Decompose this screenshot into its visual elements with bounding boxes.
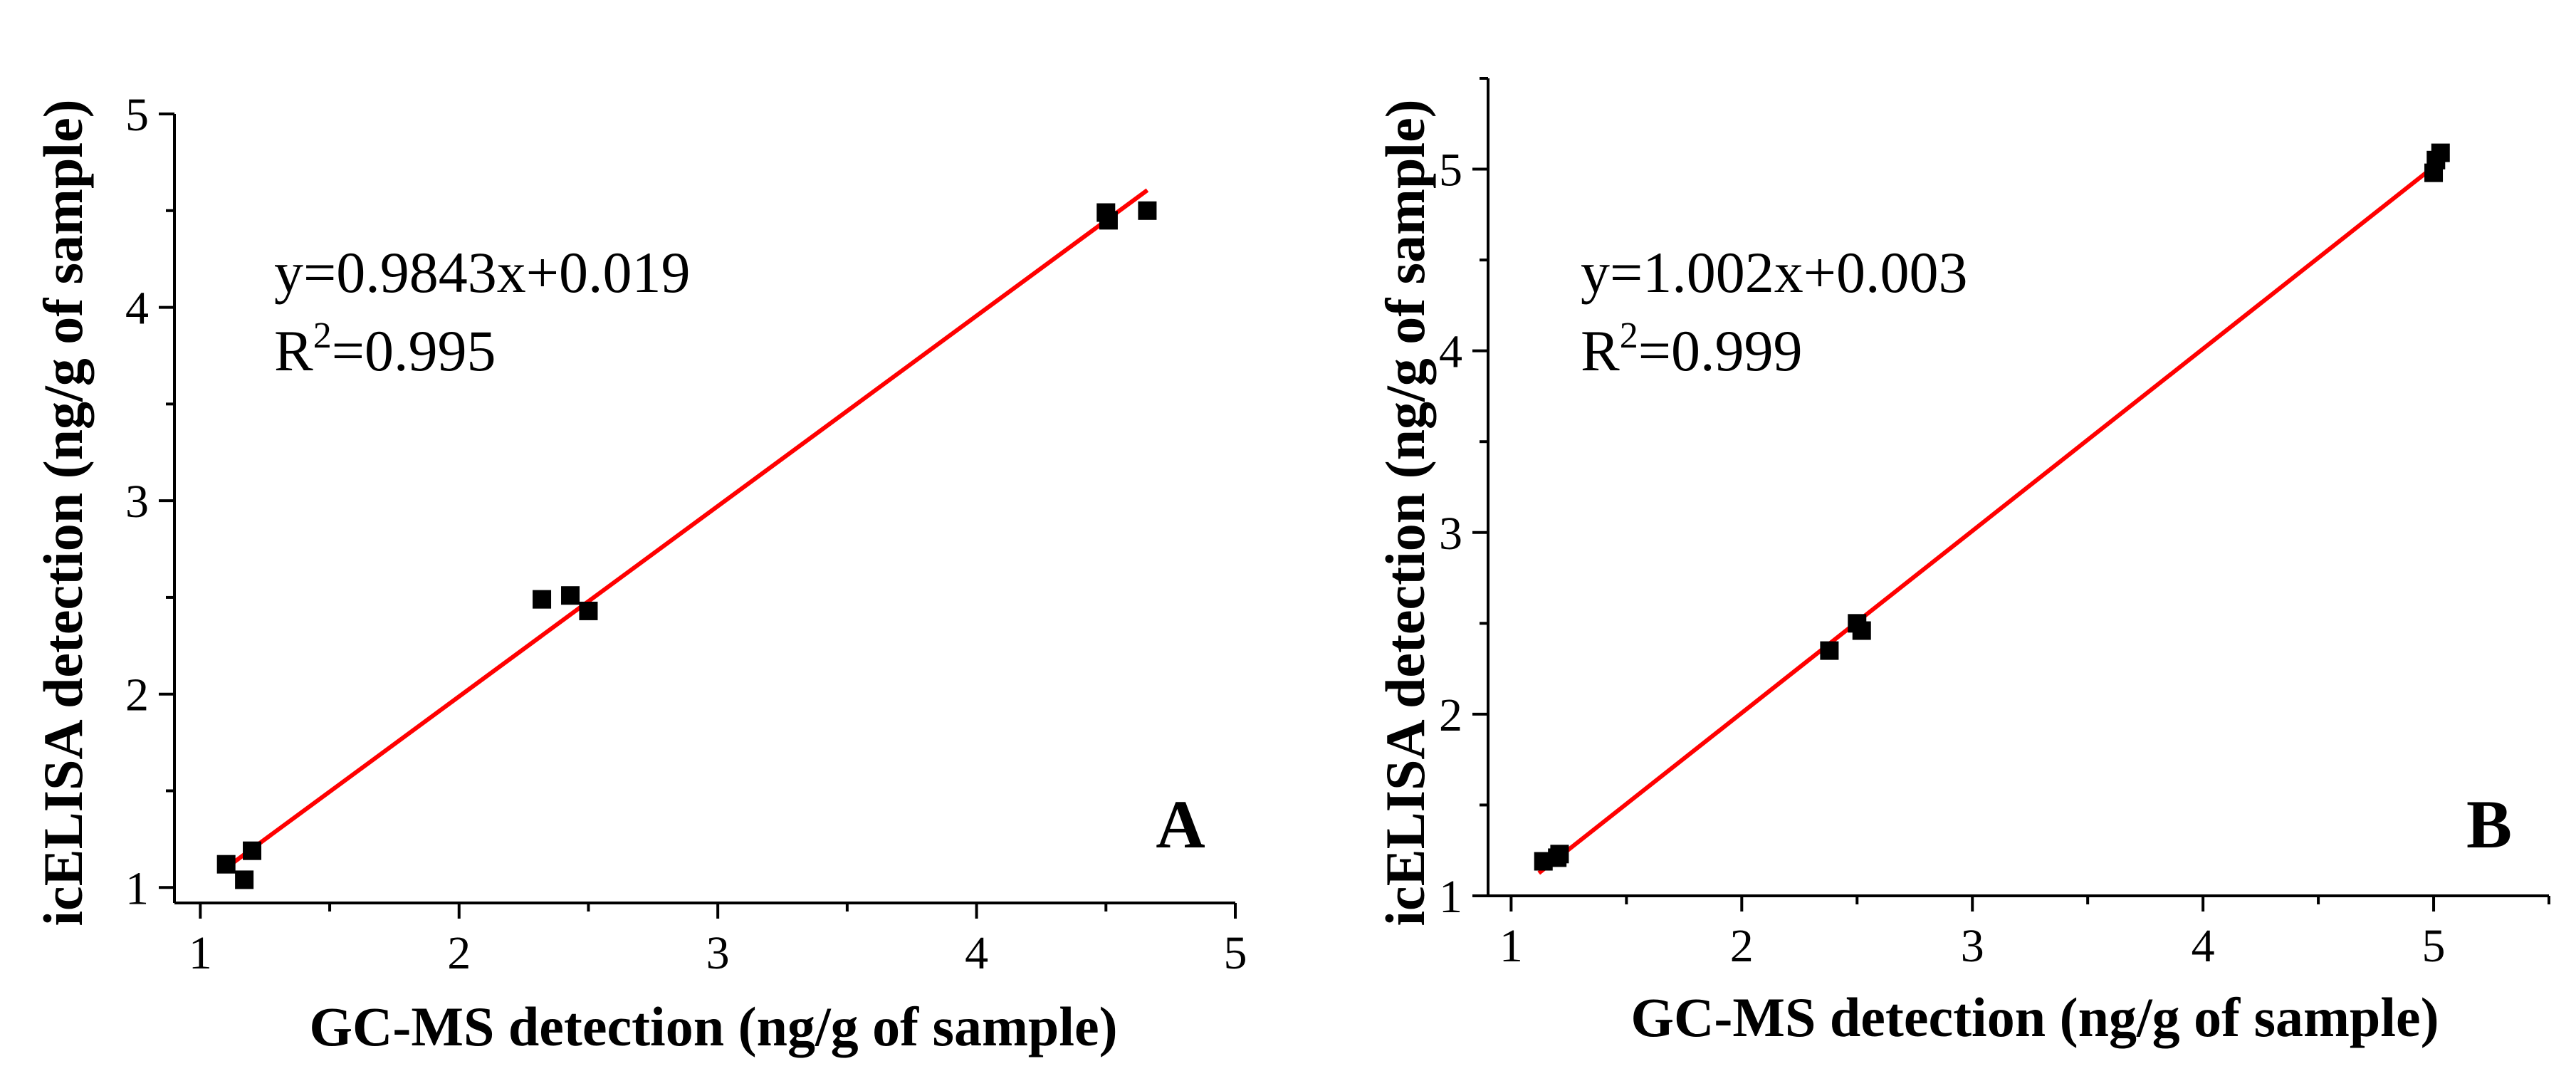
x-tick-label-b: 2 [1730,920,1754,972]
x-tick-label-b: 3 [1961,920,1984,972]
y-tick-label-a: 3 [125,476,149,528]
y-tick-label-a: 5 [125,89,149,141]
y-axis-title-b: icELISA detection (ng/g of sample) [1374,99,1436,926]
panel-label-b: B [2466,786,2512,862]
y-tick-label-b: 2 [1439,689,1462,741]
y-tick-label-b: 1 [1439,871,1462,923]
data-point-a [579,601,598,620]
fit-line-b [1537,161,2440,875]
data-point-a [1138,201,1157,220]
fit-equation-b: y=1.002x+0.003 [1581,240,1968,305]
x-tick-label-a: 2 [447,927,471,979]
y-tick-label-a: 1 [125,862,149,914]
r2-value-b: =0.999 [1638,318,1803,383]
y-axis-title-a: icELISA detection (ng/g of sample) [32,99,94,926]
r2-prefix-a: R [274,318,313,383]
equation-b: y=1.002x+0.003 R2=0.999 [1581,240,1968,383]
x-tick-label-b: 4 [2192,920,2215,972]
r2-value-a: =0.995 [332,318,496,383]
y-tick-label-b: 3 [1439,508,1462,560]
r-squared-a: R2=0.995 [274,315,496,383]
y-tick-label-b: 5 [1439,145,1462,197]
data-point-b [1852,621,1871,640]
data-point-a [235,870,254,889]
data-point-b [1550,845,1569,864]
equation-a: y=0.9843x+0.019 R2=0.995 [274,240,691,383]
r-squared-b: R2=0.999 [1581,315,1802,383]
y-tick-label-a: 2 [125,669,149,721]
data-point-a [1099,211,1118,230]
r2-prefix-b: R [1581,318,1620,383]
panel-b: icELISA detection (ng/g of sample) GC-MS… [1374,77,2550,1048]
panel-a: icELISA detection (ng/g of sample) GC-MS… [32,89,1247,1057]
data-point-a [243,841,262,860]
x-tick-label-b: 1 [1499,920,1523,972]
data-point-b [2431,143,2450,162]
data-point-b [1820,641,1839,660]
x-tick-label-a: 1 [189,927,212,979]
fit-equation-a: y=0.9843x+0.019 [274,240,691,305]
x-axis-title-a: GC-MS detection (ng/g of sample) [309,996,1117,1057]
data-point-a [561,586,580,605]
x-tick-label-b: 5 [2422,920,2446,972]
x-tick-label-a: 3 [706,927,730,979]
x-axis-title-b: GC-MS detection (ng/g of sample) [1630,986,2439,1048]
r2-superscript-b: 2 [1620,315,1638,356]
fit-line-a [224,188,1149,870]
data-point-a [216,855,236,874]
x-tick-label-a: 5 [1224,927,1247,979]
panel-label-a: A [1156,786,1205,862]
x-tick-label-a: 4 [965,927,988,979]
data-point-a [533,590,552,609]
y-tick-label-b: 4 [1439,326,1462,378]
y-tick-label-a: 4 [125,283,149,335]
r2-superscript-a: 2 [313,315,332,356]
